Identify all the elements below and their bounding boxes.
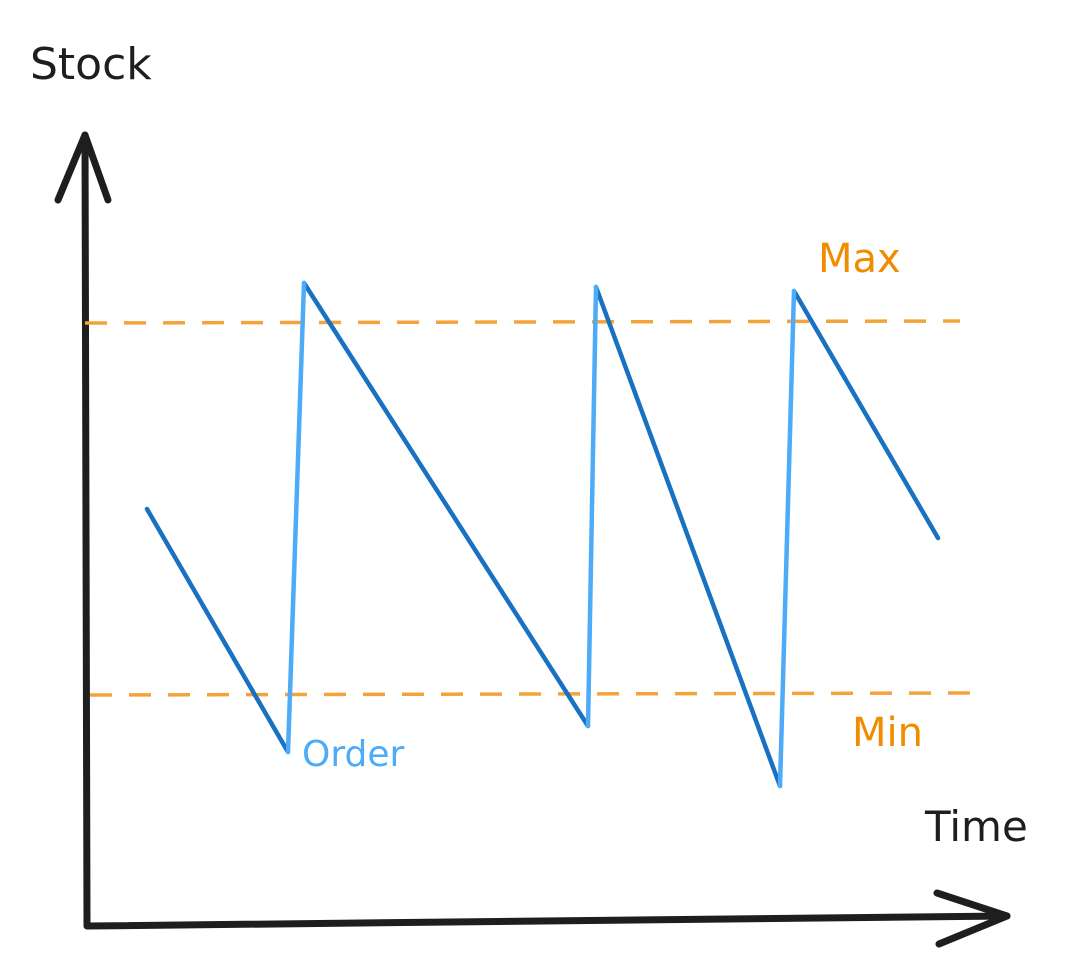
depletion-segment-1 — [144, 506, 291, 755]
y-axis-line — [81, 131, 91, 930]
replenish-segment-3 — [777, 288, 797, 789]
depletion-segments — [144, 280, 941, 789]
x-axis-line — [84, 912, 1011, 930]
y-axis-label: Stock — [30, 39, 152, 90]
axes — [54, 131, 1011, 948]
min-label: Min — [852, 710, 923, 756]
replenish-segment-1 — [285, 280, 307, 755]
max-label: Max — [818, 236, 901, 282]
replenish-segment-2 — [585, 284, 599, 729]
min-threshold-line — [89, 691, 971, 697]
y-axis-arrowhead — [54, 131, 112, 204]
x-axis-arrowhead — [933, 889, 1011, 948]
x-axis-label: Time — [924, 802, 1028, 851]
thresholds — [84, 319, 971, 697]
order-label: Order — [302, 734, 405, 775]
max-threshold-line — [84, 319, 961, 325]
depletion-segment-4 — [791, 288, 941, 541]
depletion-segment-3 — [593, 284, 783, 789]
replenish-segments — [285, 280, 797, 789]
depletion-segment-2 — [301, 280, 591, 729]
